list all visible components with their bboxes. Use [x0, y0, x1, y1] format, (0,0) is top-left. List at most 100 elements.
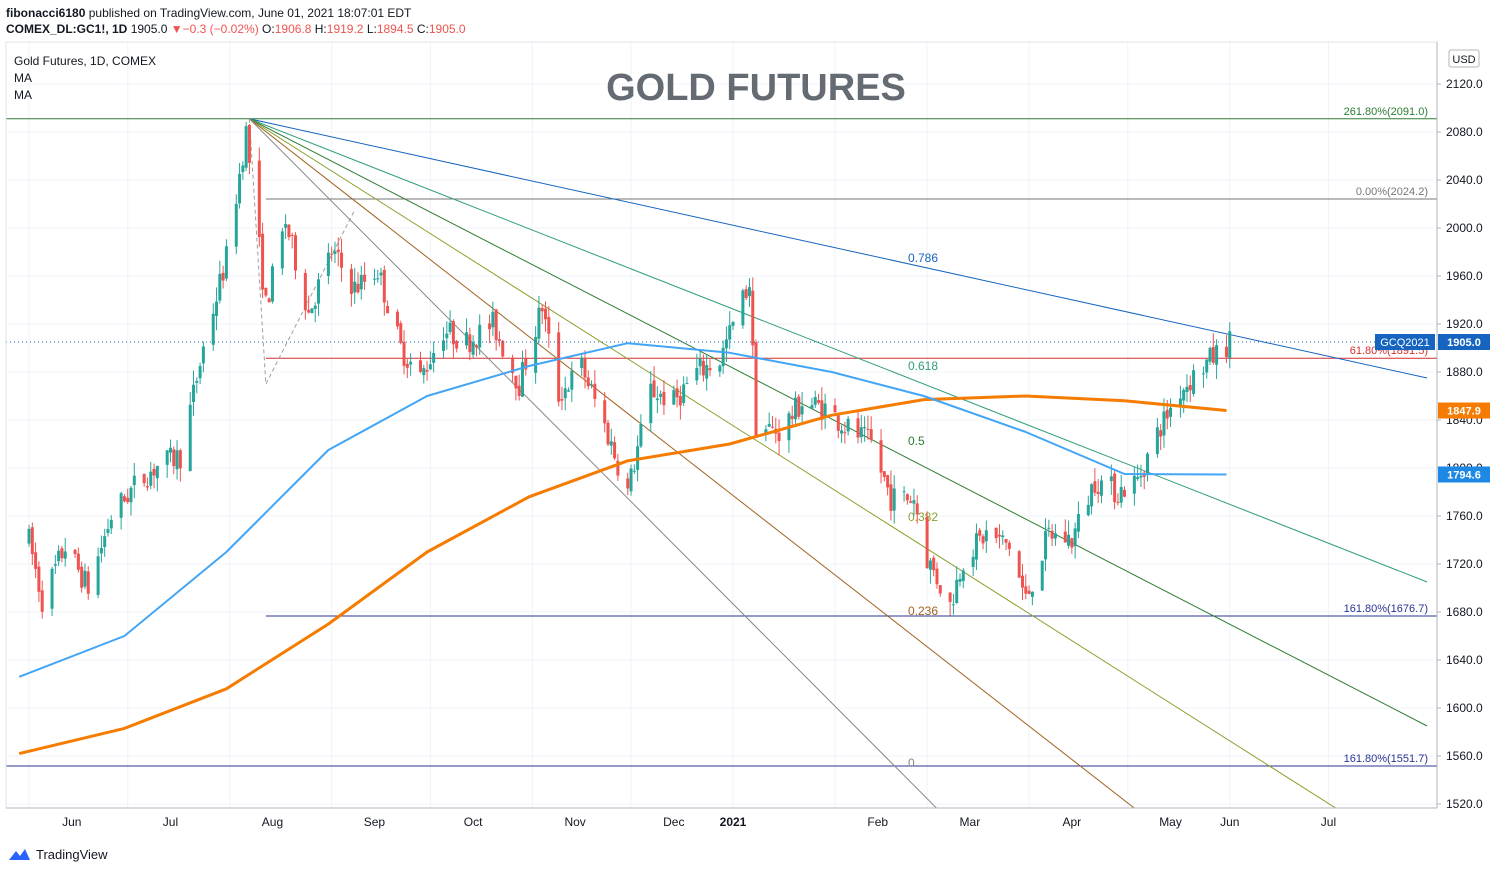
y-tick-label: 2000.0	[1446, 221, 1483, 235]
candle-body	[195, 380, 199, 383]
x-tick-label: Apr	[1063, 815, 1082, 829]
candle-body	[892, 488, 896, 511]
candle-body	[652, 380, 656, 398]
candle-body	[794, 397, 798, 420]
candle-body	[547, 316, 551, 334]
candle-body	[1070, 538, 1074, 548]
candle-body	[955, 579, 959, 604]
ma-slow-line	[18, 394, 1227, 756]
candle-body	[1017, 551, 1021, 578]
candle-body	[241, 165, 245, 173]
candle-body	[428, 364, 432, 370]
x-tick-label: Jun	[62, 815, 81, 829]
candle-body	[353, 281, 357, 293]
candle-body	[938, 585, 942, 594]
candle-body	[1162, 411, 1166, 436]
candle-body	[359, 274, 363, 290]
candle-body	[744, 289, 748, 299]
candle-body	[60, 548, 64, 559]
candle-body	[948, 592, 952, 602]
y-tick-label: 2040.0	[1446, 173, 1483, 187]
price-axis[interactable]: USD 1520.0 1560.0 1600.0 1640.0 1680.0 1720.0 1…	[1437, 49, 1483, 811]
fan-line	[249, 118, 938, 808]
down-triangle-icon: ▼	[170, 22, 183, 36]
candle-body	[1073, 528, 1077, 547]
candle-body	[1205, 359, 1209, 373]
candle-body	[961, 570, 965, 581]
candle-body	[422, 368, 426, 376]
candle-body	[106, 529, 110, 533]
brand-name: TradingView	[36, 846, 108, 862]
chart-title: GOLD FUTURES	[606, 67, 906, 109]
candle-body	[50, 568, 54, 609]
candle-body	[224, 246, 228, 279]
candle-body	[1027, 590, 1031, 594]
candle-body	[261, 233, 265, 290]
symbol[interactable]: COMEX_DL:GC1!, 1D	[6, 22, 128, 36]
candle-body	[511, 357, 515, 374]
candle-body	[402, 341, 406, 366]
candle-body	[76, 553, 80, 570]
author-name[interactable]: fibonacci6180	[6, 6, 86, 20]
moving-averages	[6, 341, 1437, 756]
candle-body	[609, 441, 613, 446]
candle-body	[909, 501, 913, 503]
candle-body	[1001, 535, 1005, 538]
candle-body	[221, 272, 225, 281]
candle-body	[856, 418, 860, 438]
ma-legend-2[interactable]: MA	[14, 88, 32, 102]
candle-body	[724, 339, 728, 349]
candle-body	[971, 556, 975, 567]
candle-body	[340, 252, 344, 268]
candle-body	[418, 360, 422, 372]
candle-body	[1119, 487, 1123, 503]
candle-body	[889, 484, 893, 511]
candle-body	[869, 429, 873, 441]
candle-body	[613, 442, 617, 459]
candle-body	[310, 308, 314, 314]
candle-body	[192, 384, 196, 402]
series-title[interactable]: Gold Futures, 1D, COMEX	[14, 54, 157, 68]
candle-body	[840, 430, 844, 434]
candle-body	[372, 278, 376, 280]
candle-body	[465, 332, 469, 346]
last-price: 1905.0	[130, 22, 168, 36]
candle-body	[445, 333, 449, 339]
candle-body	[1044, 531, 1048, 560]
candle-body	[27, 528, 31, 544]
contract-tag-box	[1375, 334, 1435, 350]
candle-body	[103, 536, 107, 548]
tradingview-logo[interactable]: TradingView	[6, 844, 108, 864]
candle-body	[471, 342, 475, 355]
candle-body	[1215, 345, 1219, 365]
candle-body	[593, 383, 597, 399]
candle-body	[728, 325, 732, 340]
candle-body	[800, 406, 804, 415]
candle-body	[1188, 385, 1192, 391]
fan-line	[249, 118, 1428, 379]
indicator-legend: Gold Futures, 1D, COMEX MA MA	[14, 53, 156, 104]
candle-body	[902, 491, 906, 493]
fan-label: 0.786	[908, 251, 938, 265]
candle-body	[122, 496, 126, 502]
candle-body	[1113, 473, 1117, 503]
candle-body	[1096, 491, 1100, 495]
time-axis[interactable]: Jun Jul Aug Sep Oct Nov Dec 2021 Feb Mar Apr May Jun…	[62, 815, 1336, 829]
y-tick-label: 2120.0	[1446, 77, 1483, 91]
candle-body	[797, 396, 801, 417]
candle-body	[695, 367, 699, 381]
candle-body	[119, 493, 123, 518]
price-tag-value: 1905.0	[1447, 337, 1481, 349]
candle-body	[1208, 347, 1212, 362]
candle-body	[859, 427, 863, 438]
y-tick-label: 1880.0	[1446, 365, 1483, 379]
ma-legend-1[interactable]: MA	[14, 71, 32, 85]
candle-body	[767, 423, 771, 427]
candle-body	[639, 424, 643, 447]
candle-body	[399, 323, 403, 343]
x-tick-label: Nov	[564, 815, 585, 829]
candle-body	[935, 568, 939, 585]
candle-body	[37, 566, 41, 592]
candle-body	[863, 427, 867, 429]
